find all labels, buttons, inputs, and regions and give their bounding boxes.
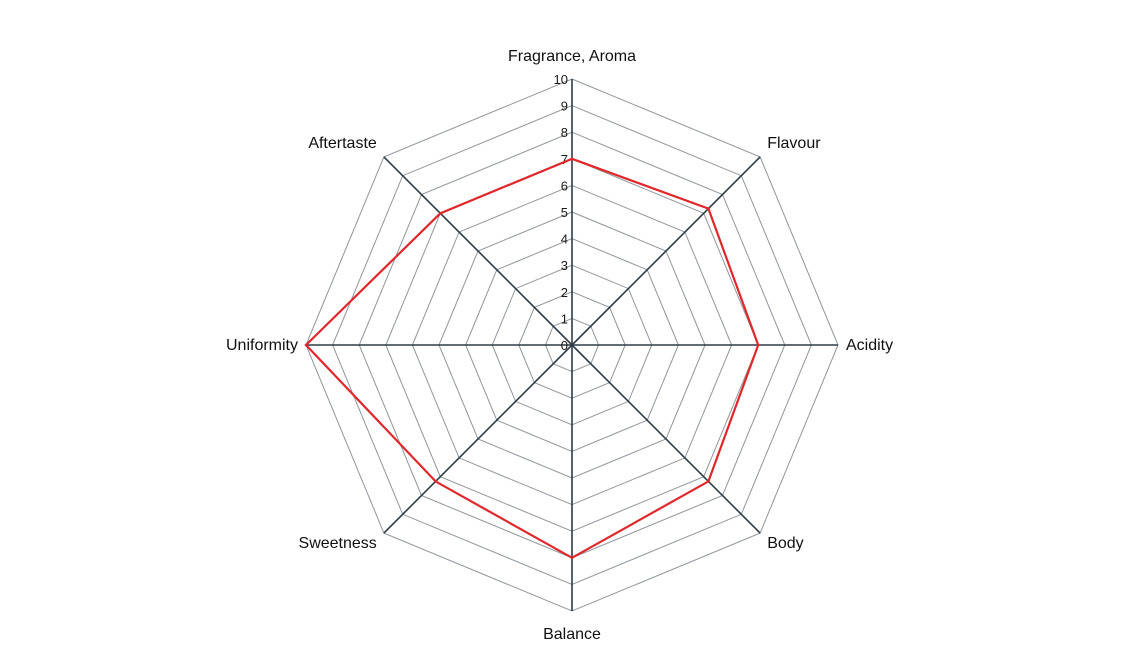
tick-label: 4 [561,232,568,247]
axis-spoke [383,156,573,346]
tick-label: 6 [561,178,568,193]
data-point [570,556,574,560]
tick-label: 1 [561,311,568,326]
tick-label: 9 [561,99,568,114]
tick-labels: 0 1 2 3 4 5 6 7 8 9 10 [554,72,568,353]
axis-label: Uniformity [226,337,298,354]
tick-label: 2 [561,285,568,300]
data-point [304,343,308,347]
data-point [707,207,710,210]
tick-label: 5 [561,205,568,220]
series-group [304,157,760,560]
tick-label: 3 [561,258,568,273]
axis-label: Body [767,535,803,552]
axis-label: Aftertaste [308,135,377,152]
axis-spokes [306,79,838,611]
data-point [439,212,442,215]
axis-label: Flavour [767,135,821,152]
axis-label: Acidity [846,337,893,354]
tick-label: 0 [561,338,568,353]
axis-spoke [571,344,761,534]
tick-label: 7 [561,152,568,167]
tick-label: 8 [561,125,568,140]
axis-spoke [571,156,761,346]
tick-label: 10 [554,72,568,87]
data-point [707,480,710,483]
data-point [570,157,574,161]
axis-label: Sweetness [299,535,377,552]
axis-label: Fragrance, Aroma [508,48,636,65]
axis-spoke [383,344,573,534]
data-point [756,343,760,347]
axis-label: Balance [543,626,601,643]
data-point [434,480,437,483]
axis-labels: Fragrance, Aroma Flavour Acidity Body Balanc… [226,48,893,643]
series-line [304,157,760,560]
